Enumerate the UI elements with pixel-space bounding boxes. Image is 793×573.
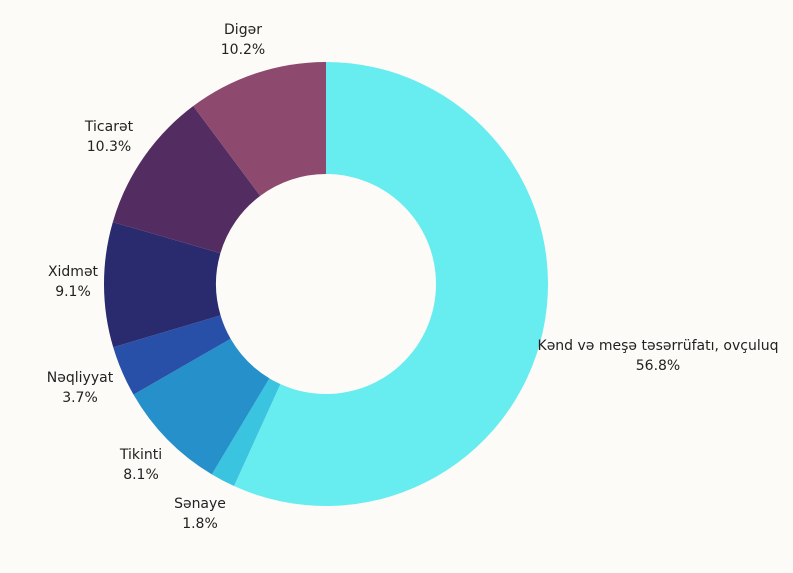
slice-4 [104,222,221,348]
slice-label-1: Sənaye [174,496,226,512]
slice-6 [193,61,326,196]
slice-label-6: Digər [224,22,262,38]
slice-label-5: Ticarət [84,119,134,135]
slice-2 [133,338,270,475]
slice-value-1: 1.8% [182,516,218,532]
slice-1 [211,378,281,487]
slice-value-6: 10.2% [221,42,265,58]
labels-group: Kənd və meşə təsərrüfatı, ovçuluq 56.8% Sə… [47,22,779,532]
slice-value-0: 56.8% [636,358,680,374]
slice-value-5: 10.3% [87,139,131,155]
slice-5 [112,106,261,254]
slice-0 [234,62,549,507]
slice-label-4: Xidmət [48,264,99,280]
slice-label-0: Kənd və meşə təsərrüfatı, ovçuluq [538,338,779,354]
slice-label-3: Nəqliyyat [47,370,114,386]
slice-value-3: 3.7% [62,390,98,406]
slices-group [104,61,549,507]
slice-3 [113,315,231,395]
slice-value-4: 9.1% [55,284,91,300]
slice-value-2: 8.1% [123,467,159,483]
slice-label-2: Tikinti [119,447,162,463]
